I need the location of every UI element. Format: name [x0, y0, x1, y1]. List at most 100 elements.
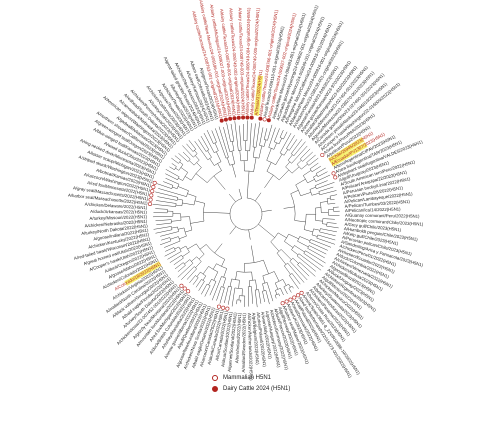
branch-radial [209, 158, 215, 166]
branch-arc [178, 236, 181, 242]
branch-radial [198, 139, 207, 152]
branch-radial [203, 211, 221, 214]
branch-radial [231, 287, 236, 307]
branch-radial [213, 271, 219, 281]
branch-radial [282, 279, 287, 286]
branch-radial [209, 281, 217, 296]
branch-radial [195, 155, 200, 161]
tip-label: A/chicken/Nebraska/2022(H5N1) [84, 219, 148, 229]
branch-radial [310, 239, 332, 248]
branch-radial [285, 161, 291, 168]
branch-radial [265, 290, 270, 305]
branch-radial [274, 128, 280, 142]
branch-arc [296, 164, 302, 170]
branch-radial [171, 226, 178, 229]
branch-arc [186, 190, 189, 197]
highlight-band [124, 261, 162, 286]
branch-radial [165, 169, 180, 177]
branch-radial [280, 288, 284, 296]
legend-label-dairy-cattle: Dairy Cattle 2024 (H5N1) [223, 385, 291, 392]
tip-label: A/Pelican/Tumbes/03/2022(H5N1) [345, 199, 411, 209]
branch-radial [330, 194, 338, 197]
branch-radial [306, 154, 316, 163]
branch-radial [253, 147, 255, 158]
branch-radial [246, 188, 249, 199]
branch-radial [320, 228, 337, 233]
mammalian-marker [292, 295, 297, 300]
branch-radial [255, 279, 258, 290]
branch-radial [203, 132, 215, 153]
branch-radial [284, 241, 294, 248]
branch-radial [175, 167, 179, 171]
branch-radial [279, 133, 292, 154]
branch-radial [289, 139, 298, 151]
branch-radial [194, 200, 205, 204]
branch-radial [283, 131, 288, 140]
branch-radial [327, 197, 331, 199]
branch-radial [287, 154, 293, 161]
branch-radial [177, 227, 185, 230]
branch-arc [318, 191, 320, 195]
branch-radial [283, 149, 289, 156]
branch-radial [171, 220, 182, 222]
branch-radial [268, 127, 276, 148]
branch-radial [182, 251, 190, 257]
branch-radial [274, 295, 277, 299]
tip-label: A/turkey/Poland/2022(H5N1) [256, 312, 268, 368]
branch-radial [223, 126, 231, 152]
branch-radial [169, 255, 182, 263]
branch-radial [309, 162, 319, 170]
branch-radial [217, 163, 222, 171]
tip-label: A/turkey/Missouri/2022(H5N1) [89, 214, 147, 221]
branch-radial [195, 261, 202, 268]
branch-radial [196, 162, 202, 168]
branch-radial [196, 271, 201, 277]
legend: Mammalian H5N1 Dairy Cattle 2024 (H5N1) [212, 372, 290, 394]
open-circle-marker-icon [212, 374, 218, 381]
branch-radial [283, 286, 288, 295]
branch-radial [165, 247, 174, 252]
branch-radial [180, 167, 188, 173]
branch-radial [309, 241, 328, 251]
mammalian-marker [216, 304, 221, 309]
branch-radial [161, 237, 170, 241]
branch-arc [295, 184, 301, 196]
branch-radial [207, 150, 212, 158]
dairy-cattle-marker [223, 117, 228, 122]
branch-radial [229, 193, 236, 202]
branch-arc [316, 234, 319, 239]
branch-radial [177, 263, 194, 278]
branch-radial [255, 122, 261, 148]
branch-radial [227, 286, 232, 305]
branch-radial [251, 271, 253, 281]
branch-radial [190, 220, 205, 224]
branch-radial [262, 291, 265, 303]
branch-arc [326, 198, 329, 205]
branch-radial [266, 162, 272, 172]
branch-radial [288, 233, 299, 240]
branch-radial [184, 259, 190, 265]
branch-radial [239, 150, 242, 161]
branch-radial [248, 229, 251, 240]
branch-radial [274, 282, 279, 290]
branch-arc [229, 197, 263, 231]
branch-radial [164, 240, 181, 248]
branch-arc [171, 226, 173, 230]
branch-radial [267, 124, 273, 141]
branch-radial [165, 173, 178, 181]
branch-arc [297, 236, 300, 242]
branch-radial [214, 243, 223, 254]
branch-radial [243, 123, 245, 141]
branch-radial [185, 229, 192, 233]
branch-arc [189, 216, 193, 231]
branch-arc [193, 159, 200, 166]
branch-radial [315, 174, 331, 182]
branch-radial [290, 190, 299, 194]
branch-arc [216, 263, 227, 269]
branch-radial [177, 186, 189, 191]
tip-label: A/dairy cattle/Texas/24-008749-005-origi… [249, 7, 260, 115]
branch-radial [226, 157, 230, 166]
branch-arc [196, 256, 202, 262]
